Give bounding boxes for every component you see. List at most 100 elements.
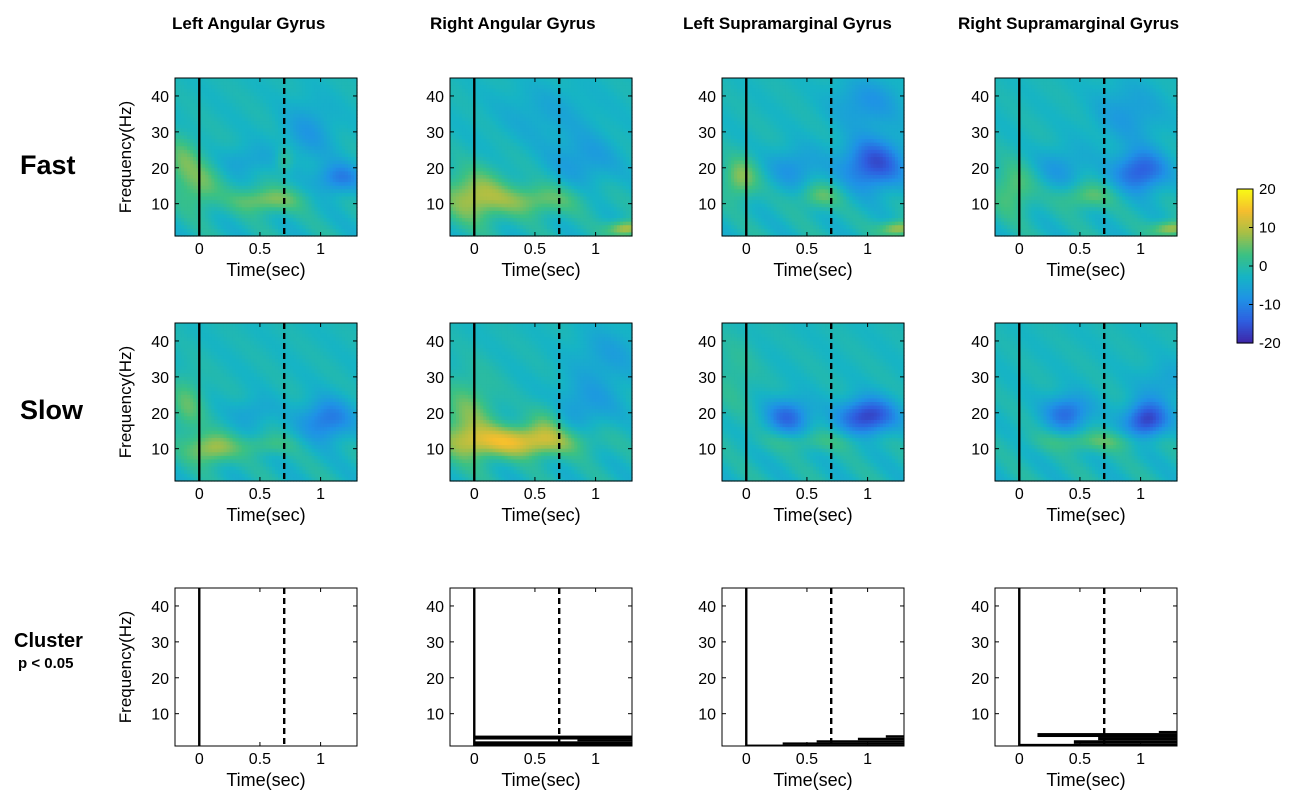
heatmap-cell (181, 207, 185, 212)
heatmap-cell (238, 103, 243, 108)
heatmap-cell (193, 218, 197, 223)
heatmap-cell (247, 196, 252, 201)
heatmap-cell (208, 92, 212, 97)
heatmap-cell (208, 185, 212, 190)
heatmap-cell (229, 232, 234, 237)
x-tick-label: 0 (195, 241, 204, 258)
heatmap-cell (184, 131, 188, 137)
heatmap-cell (250, 131, 255, 137)
column-title-left-supramarginal: Left Supramarginal Gyrus (683, 14, 892, 34)
heatmap-cell (214, 146, 219, 151)
heatmap-cell (202, 228, 206, 234)
heatmap-cell (184, 106, 188, 111)
heatmap-cell (217, 121, 222, 126)
heatmap-cell (235, 182, 240, 187)
heatmap-cell (193, 221, 197, 226)
heatmap-cell (226, 149, 231, 155)
heatmap-cell (220, 88, 225, 93)
heatmap-cell (220, 117, 225, 122)
heatmap-cell (238, 225, 243, 230)
heatmap-cell (187, 135, 191, 140)
heatmap-cell (217, 117, 222, 122)
heatmap-cell (223, 167, 228, 172)
heatmap-cell (244, 92, 249, 97)
heatmap-cell (217, 214, 222, 219)
heatmap-cell (214, 99, 219, 104)
heatmap-cell (247, 113, 252, 119)
heatmap-cell (232, 95, 237, 101)
y-tick-label: 20 (151, 161, 169, 178)
heatmap-cell (250, 182, 255, 187)
heatmap-cell (250, 160, 255, 165)
heatmap-cell (214, 142, 219, 147)
heatmap-cell (193, 185, 197, 190)
heatmap-cell (205, 149, 209, 155)
heatmap-cell (175, 81, 179, 86)
heatmap-cell (205, 157, 209, 162)
heatmap-cell (211, 178, 216, 183)
heatmap-cell (232, 171, 237, 176)
heatmap-cell (190, 192, 194, 198)
heatmap-cell (184, 203, 188, 208)
heatmap-cell (178, 146, 182, 151)
heatmap-cell (190, 225, 194, 230)
heatmap-cell (175, 171, 179, 176)
heatmap-cell (253, 157, 258, 162)
heatmap-cell (202, 214, 206, 219)
heatmap-cell (181, 128, 185, 133)
heatmap-cell (229, 149, 234, 155)
heatmap-cell (175, 221, 179, 226)
heatmap-cell (193, 164, 197, 169)
heatmap-cell (226, 171, 231, 176)
heatmap-cell (208, 196, 212, 201)
heatmap-cell (211, 128, 216, 133)
heatmap-cell (193, 95, 197, 101)
heatmap-cell (181, 157, 185, 162)
heatmap-cell (190, 78, 194, 83)
heatmap-cell (178, 99, 182, 104)
heatmap-cell (208, 232, 212, 237)
heatmap-cell (244, 210, 249, 216)
heatmap-cell (223, 214, 228, 219)
heatmap-cell (196, 228, 200, 234)
heatmap-cell (193, 196, 197, 201)
heatmap-cell (220, 178, 225, 183)
heatmap-cell (184, 103, 188, 108)
heatmap-cell (214, 103, 219, 108)
heatmap-cell (244, 164, 249, 169)
heatmap-cell (184, 153, 188, 158)
heatmap-cell (229, 128, 234, 133)
heatmap-cell (184, 160, 188, 165)
heatmap-cell (232, 192, 237, 198)
heatmap-cell (256, 110, 261, 115)
heatmap-cell (223, 142, 228, 147)
heatmap-cell (214, 121, 219, 126)
heatmap-cell (214, 228, 219, 234)
heatmap-cell (256, 95, 261, 101)
heatmap-cell (238, 221, 243, 226)
heatmap-cell (196, 225, 200, 230)
heatmap-cell (238, 135, 243, 140)
heatmap-cell (202, 192, 206, 198)
heatmap-cell (178, 174, 182, 180)
heatmap-cell (250, 178, 255, 183)
heatmap-cell (247, 174, 252, 180)
heatmap-cell (253, 171, 258, 176)
heatmap-cell (196, 157, 200, 162)
heatmap-cell (238, 160, 243, 165)
heatmap-cell (229, 192, 234, 198)
heatmap-cell (199, 178, 203, 183)
heatmap-cell (211, 110, 216, 115)
row-sublabel-cluster: p < 0.05 (18, 655, 73, 672)
heatmap-cell (202, 113, 206, 119)
heatmap-cell (190, 221, 194, 226)
heatmap-cell (205, 88, 209, 93)
heatmap-cell (199, 171, 203, 176)
heatmap-cell (238, 121, 243, 126)
heatmap-cell (244, 121, 249, 126)
heatmap-cell (184, 189, 188, 194)
heatmap-cell (193, 171, 197, 176)
heatmap-cell (175, 85, 179, 90)
heatmap-cell (211, 200, 216, 205)
heatmap-cell (220, 232, 225, 237)
